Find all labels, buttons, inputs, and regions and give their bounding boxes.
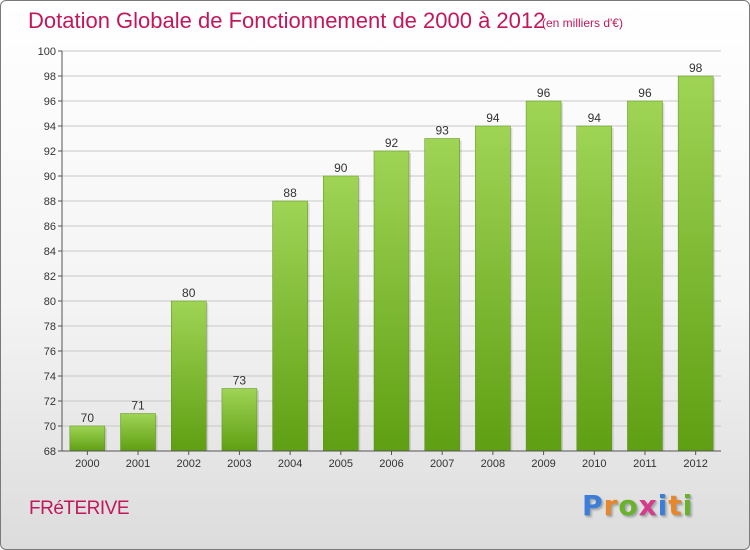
bar — [627, 100, 663, 452]
bar — [69, 425, 106, 452]
x-tick-label: 2007 — [430, 458, 454, 470]
bar — [424, 138, 460, 452]
y-tick-label: 92 — [44, 146, 56, 158]
data-label: 94 — [588, 111, 602, 125]
y-tick-label: 72 — [44, 396, 56, 408]
y-tick-label: 74 — [44, 371, 56, 383]
x-tick-label: 2009 — [531, 458, 555, 470]
y-tick-label: 100 — [38, 46, 56, 58]
x-tick-label: 2005 — [329, 458, 353, 470]
logo-letter: x — [638, 489, 658, 522]
x-tick-label: 2008 — [481, 458, 505, 470]
data-label: 73 — [233, 374, 247, 388]
data-label: 80 — [182, 286, 196, 300]
data-label: 88 — [283, 186, 297, 200]
y-tick-label: 98 — [44, 71, 56, 83]
data-label: 94 — [486, 111, 500, 125]
y-tick-label: 70 — [44, 421, 56, 433]
x-tick-label: 2002 — [176, 458, 200, 470]
logo-letter: P — [582, 489, 604, 522]
logo-letter: o — [618, 489, 639, 522]
bar — [323, 175, 359, 452]
x-tick-label: 2003 — [227, 458, 251, 470]
data-label: 92 — [385, 136, 399, 150]
y-tick-label: 94 — [44, 121, 56, 133]
bar — [373, 150, 410, 452]
x-tick-label: 2012 — [683, 458, 707, 470]
x-tick-label: 2006 — [379, 458, 403, 470]
bar — [677, 75, 714, 452]
y-tick-label: 96 — [44, 96, 56, 108]
bar — [475, 125, 511, 452]
x-tick-label: 2010 — [582, 458, 606, 470]
y-tick-label: 68 — [44, 446, 56, 458]
logo-letter: i — [657, 489, 669, 522]
y-tick-label: 80 — [44, 296, 56, 308]
y-tick-label: 84 — [44, 246, 56, 258]
data-label: 71 — [131, 399, 145, 413]
data-label: 93 — [436, 124, 450, 138]
bar — [272, 200, 308, 452]
data-label: 98 — [689, 61, 703, 75]
bar — [170, 300, 207, 452]
x-tick-label: 2004 — [278, 458, 302, 470]
data-label: 70 — [81, 411, 95, 425]
y-tick-label: 88 — [44, 196, 56, 208]
place-name: FRéTERIVE — [29, 498, 130, 519]
y-tick-label: 90 — [44, 171, 56, 183]
bar — [120, 413, 156, 452]
x-tick-label: 2000 — [75, 458, 99, 470]
bar — [221, 388, 258, 452]
logo-letter: r — [603, 489, 619, 522]
y-tick-label: 76 — [44, 346, 56, 358]
data-label: 90 — [334, 161, 348, 175]
bar — [525, 100, 562, 452]
data-label: 96 — [638, 86, 652, 100]
bar — [576, 125, 613, 452]
axes: 68 70 72 74 76 78 80 82 84 86 88 90 92 94 96 98 100 2000 2… — [38, 46, 721, 470]
x-tick-label: 2001 — [126, 458, 150, 470]
y-tick-label: 82 — [44, 271, 56, 283]
chart-title: Dotation Globale de Fonctionnement de 20… — [28, 8, 546, 33]
x-tick-label: 2011 — [633, 458, 657, 470]
data-label: 96 — [537, 86, 551, 100]
y-tick-label: 78 — [44, 321, 56, 333]
logo-letter: t — [668, 489, 683, 522]
bars: 70 71 80 73 88 90 92 93 94 96 94 96 98 — [69, 61, 716, 452]
chart-subtitle: (en milliers d'€) — [542, 16, 623, 30]
y-tick-label: 86 — [44, 221, 56, 233]
logo-letter: i — [682, 489, 694, 522]
proxiti-logo: Proxiti — [582, 489, 693, 522]
